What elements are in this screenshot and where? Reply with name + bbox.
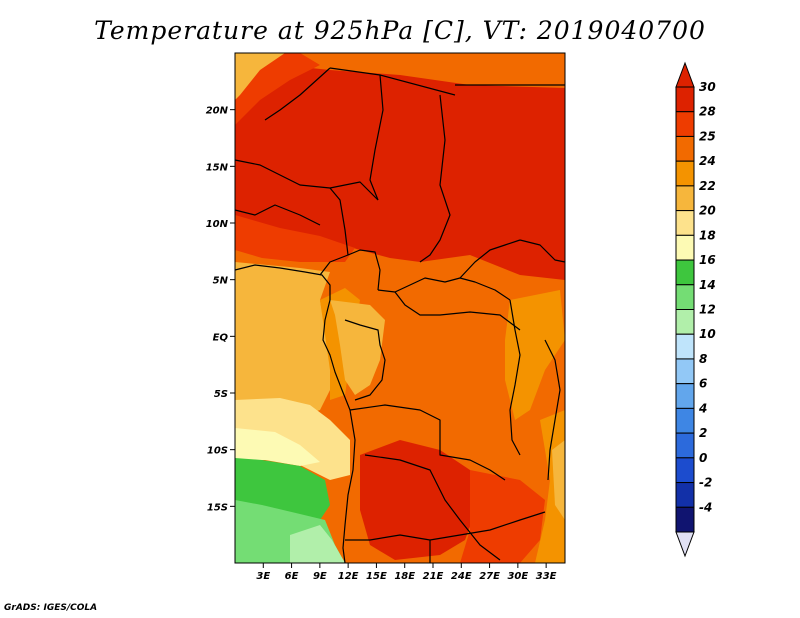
colorbar-swatch	[675, 185, 695, 212]
lon-tick-label: 27E	[479, 571, 500, 582]
lat-tick-label: 10N	[206, 219, 229, 230]
colorbar-level-label: -2	[699, 476, 712, 490]
colorbar-swatch	[675, 506, 695, 533]
colorbar-swatch	[675, 111, 695, 137]
temperature-field	[235, 53, 565, 563]
lat-tick-label: 15S	[207, 502, 228, 513]
lat-tick-label: 5S	[214, 389, 228, 400]
colorbar-level-label: 30	[699, 80, 716, 94]
colorbar-level-label: 10	[699, 327, 716, 341]
colorbar-swatch	[675, 482, 695, 508]
lon-tick-label: 9E	[313, 571, 327, 582]
border-nigeria-cameroon	[319, 249, 381, 291]
colorbar-level-label: 2	[699, 426, 707, 440]
border-angola-zambia	[364, 454, 501, 561]
lat-tick-label: 5N	[213, 276, 229, 287]
colorbar-level-label: 14	[699, 278, 716, 292]
border-sudan-south	[459, 239, 521, 279]
map-frame	[234, 52, 566, 564]
colorbar-level-label: 20	[699, 204, 716, 218]
map-title: Temperature at 925hPa [C], VT: 201904070…	[94, 16, 706, 45]
lat-tick-label: 20N	[206, 106, 229, 117]
hot-region-north	[235, 60, 565, 280]
colorbar-level-label: 0	[699, 451, 707, 465]
lat-tick-label: 15N	[206, 162, 229, 173]
coolest-region-southwest	[290, 525, 345, 563]
border-west-sahel	[234, 159, 379, 201]
ocean-region-west	[235, 262, 335, 428]
lon-tick-label: 15E	[366, 571, 387, 582]
colorbar-level-label: 18	[699, 228, 716, 242]
colorbar-swatch	[675, 284, 695, 310]
colorbar-swatch	[675, 432, 695, 459]
ocean-light-band	[235, 428, 320, 466]
colorbar-swatch	[675, 259, 695, 286]
border-chad-sudan	[419, 94, 451, 263]
colorbar-swatch	[675, 358, 695, 385]
colorbar-swatch	[675, 309, 695, 335]
border-east-lakes	[509, 299, 521, 456]
border-car-drc	[394, 291, 521, 331]
lon-tick-label: 21E	[423, 571, 444, 582]
border-nigeria-north	[329, 187, 349, 256]
lat-tick-label: 10S	[207, 446, 228, 457]
colorbar-swatch	[675, 135, 695, 162]
lon-tick-label: 18E	[394, 571, 415, 582]
border-drc-south	[349, 404, 506, 481]
colorbar-swatch	[675, 210, 695, 236]
colorbar-swatch	[675, 86, 695, 113]
border-libya-chad	[329, 67, 456, 96]
lon-tick-label: 33E	[536, 571, 557, 582]
coastal-band-west	[235, 215, 355, 262]
lon-tick-label: 12E	[338, 571, 359, 582]
hot-region-south	[360, 440, 480, 560]
colorbar-level-label: 4	[698, 401, 707, 415]
colorbar-level-label: -4	[699, 500, 712, 514]
credit-label: GrADS: IGES/COLA	[4, 603, 98, 613]
colorbar-level-label: 25	[699, 129, 716, 143]
colorbar-level-label: 28	[699, 105, 716, 119]
colorbar-swatch	[675, 234, 695, 261]
colorbar-level-label: 24	[699, 154, 716, 168]
colorbar-swatch	[675, 160, 695, 187]
colorbar-swatch	[675, 457, 695, 484]
colorbar-bottom-arrow	[675, 531, 695, 558]
lon-tick-label: 3E	[256, 571, 270, 582]
colorbar-level-label: 16	[699, 253, 716, 267]
coastal-warm-southeast	[552, 440, 565, 520]
lon-tick-label: 6E	[285, 571, 299, 582]
border-niger-chad	[369, 74, 384, 201]
ocean-cooler-region	[235, 398, 350, 480]
lon-tick-label: 30E	[507, 571, 528, 582]
colorbar-level-label: 22	[699, 179, 716, 193]
colorbar-swatch	[675, 407, 695, 434]
border-cameroon-car	[377, 277, 511, 301]
colorbar-level-label: 8	[699, 352, 707, 366]
warm-region-northwest	[235, 53, 285, 100]
hot-region-southeast	[460, 470, 545, 563]
congo-mild-region	[330, 300, 385, 395]
border-south	[345, 511, 546, 541]
country-borders	[234, 67, 566, 564]
colorbar-level-label: 12	[699, 303, 716, 317]
lon-tick-label: 24E	[451, 571, 472, 582]
border-east-coast	[544, 339, 561, 481]
latitude-axis: 20N 15N 10N 5N EQ 5S 10S 15S	[206, 106, 235, 513]
colorbar-level-label: 6	[699, 377, 707, 391]
border-ethiopia	[519, 239, 566, 263]
east-highlands-region	[505, 290, 565, 420]
colorbar-swatch	[675, 333, 695, 360]
border-drc-west	[344, 319, 386, 401]
lat-tick-label: EQ	[213, 332, 229, 343]
colorbar-top-arrow	[675, 61, 695, 88]
coastline-west-africa	[234, 264, 356, 564]
colorbar-swatch	[675, 383, 695, 409]
longitude-axis: 3E 6E 9E 12E 15E 18E 21E 24E 27E 30E 33E	[256, 563, 557, 582]
border-west-sahel-2	[234, 204, 321, 226]
border-north-west	[264, 67, 331, 121]
